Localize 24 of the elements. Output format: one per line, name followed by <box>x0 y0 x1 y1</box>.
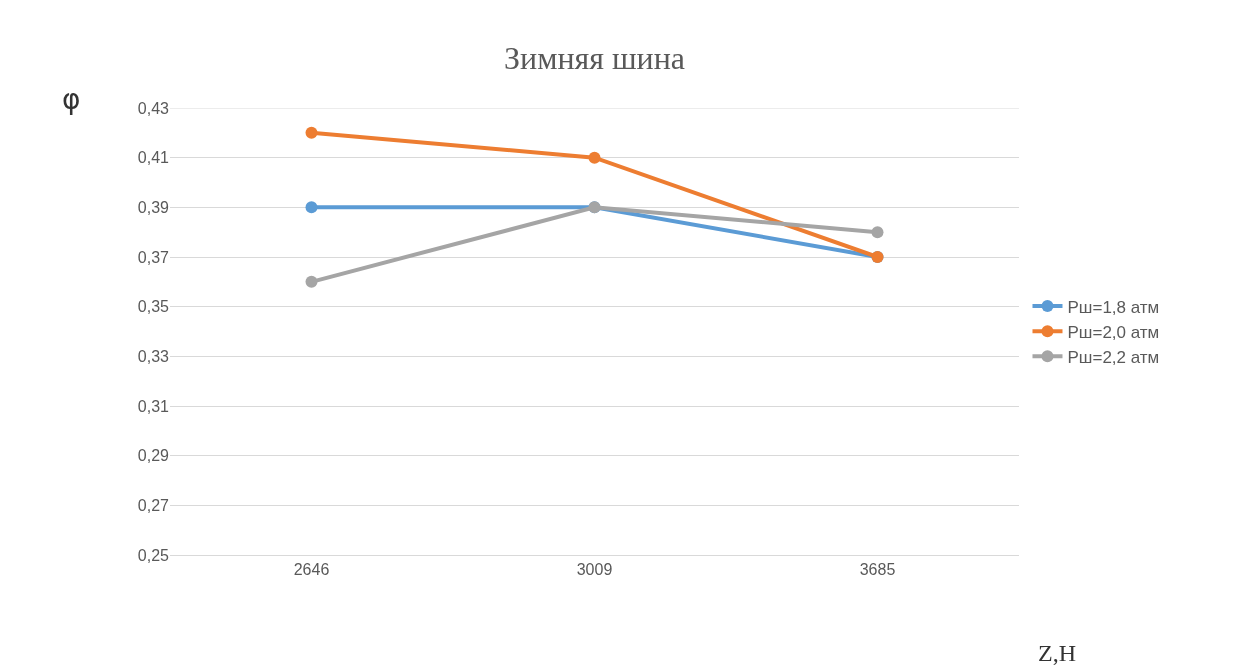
legend-label: Рш=2,0 атм <box>1067 322 1160 342</box>
chart-title: Зимняя шина <box>503 40 686 77</box>
point <box>588 151 601 164</box>
point <box>305 275 318 288</box>
y-tick-label: 0,33 <box>137 347 170 365</box>
y-tick-label: 0,41 <box>137 149 170 167</box>
y-tick-label: 0,43 <box>137 99 170 117</box>
y-tick-label: 0,31 <box>137 397 170 415</box>
y-tick-label: 0,25 <box>137 546 170 564</box>
y-tick-label: 0,37 <box>137 248 170 266</box>
y-tick-label: 0,35 <box>137 298 170 316</box>
y-axis-title: φ <box>62 83 81 116</box>
y-tick-label: 0,27 <box>137 496 170 514</box>
x-tick-label: 3009 <box>576 561 613 579</box>
point <box>871 226 884 239</box>
y-tick-label: 0,29 <box>137 447 170 465</box>
y-tick-label: 0,39 <box>137 198 170 216</box>
x-axis-title: Z,H <box>1038 640 1076 666</box>
x-tick-label: 2646 <box>293 561 330 579</box>
legend-label: Рш=2,2 атм <box>1067 347 1160 367</box>
legend-label: Рш=1,8 атм <box>1067 297 1160 317</box>
point <box>305 201 318 214</box>
point <box>305 126 318 139</box>
x-tick-label: 3685 <box>859 561 896 579</box>
